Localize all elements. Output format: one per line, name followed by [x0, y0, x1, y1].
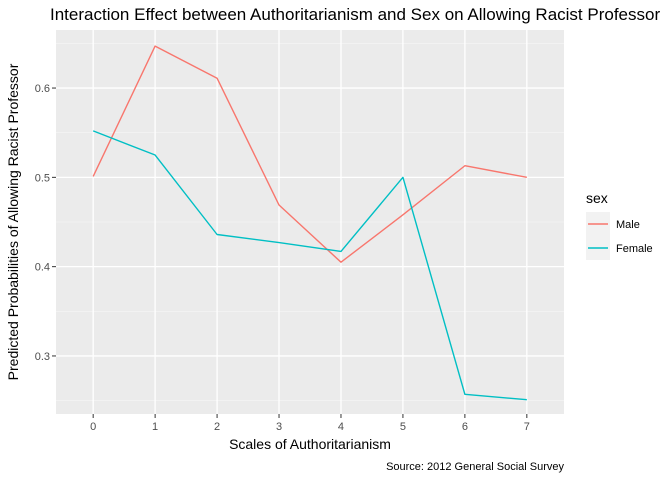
series-lines — [92, 45, 527, 401]
x-axis-ticks: 0 1 2 3 4 5 6 7 — [90, 414, 530, 433]
series-line-female — [92, 130, 527, 401]
legend-label: Female — [616, 243, 653, 255]
legend: sex Male Female — [586, 190, 653, 260]
x-tick-label: 4 — [338, 421, 344, 433]
y-tick-label: 0.6 — [35, 83, 50, 95]
x-axis-title: Scales of Authoritarianism — [229, 436, 391, 452]
major-gridlines — [56, 30, 564, 414]
y-tick-label: 0.4 — [35, 262, 50, 274]
legend-label: Male — [616, 219, 640, 231]
x-tick-label: 3 — [276, 421, 282, 433]
y-tick-label: 0.3 — [35, 351, 50, 363]
x-tick-label: 1 — [152, 421, 158, 433]
legend-item-female: Female — [586, 236, 653, 260]
series-line-male — [92, 45, 527, 263]
x-tick-label: 5 — [400, 421, 406, 433]
x-tick-label: 0 — [90, 421, 96, 433]
x-tick-label: 2 — [214, 421, 220, 433]
caption: Source: 2012 General Social Survey — [386, 461, 564, 473]
x-tick-label: 7 — [524, 421, 530, 433]
legend-item-male: Male — [586, 212, 640, 236]
minor-gridlines — [56, 43, 564, 401]
legend-title: sex — [586, 190, 608, 206]
chart-title: Interaction Effect between Authoritarian… — [50, 5, 660, 24]
y-tick-label: 0.5 — [35, 172, 50, 184]
y-axis-ticks: 0.3 0.4 0.5 0.6 — [35, 83, 56, 363]
x-tick-label: 6 — [462, 421, 468, 433]
y-axis-title: Predicted Probabilities of Allowing Raci… — [5, 63, 21, 380]
